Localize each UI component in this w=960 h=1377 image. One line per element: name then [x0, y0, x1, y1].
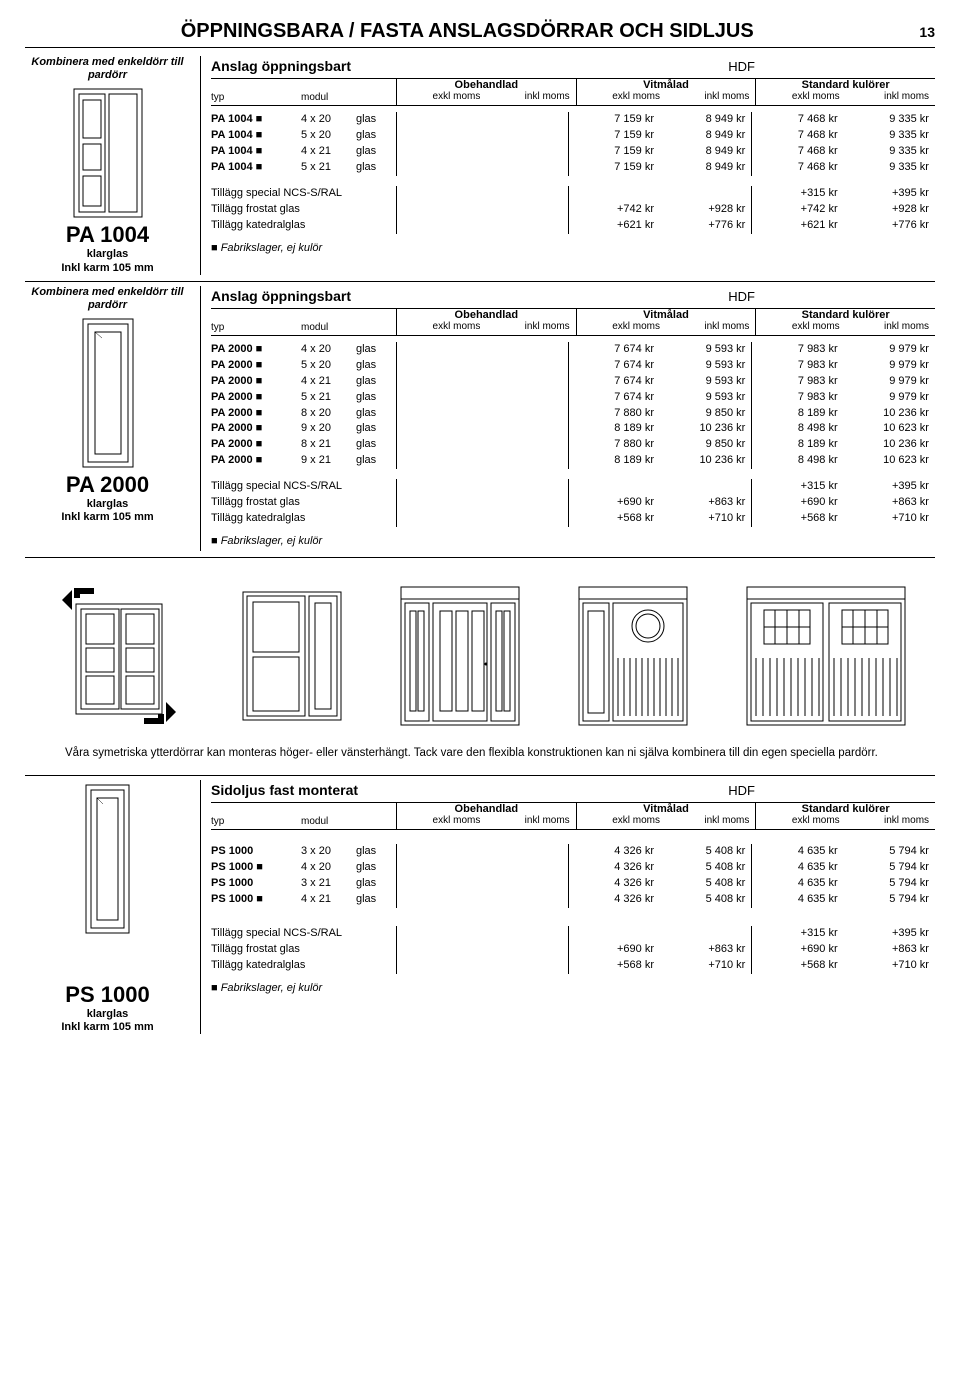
table-row: PA 2000 ■5 x 21glas7 674 kr9 593 kr7 983… — [211, 390, 935, 406]
table-row: PA 2000 ■4 x 20glas7 674 kr9 593 kr7 983… — [211, 342, 935, 358]
surcharge-row: Tillägg katedralglas+568 kr+710 kr+568 k… — [211, 511, 935, 527]
product-code: PS 1000 — [25, 982, 190, 1008]
table-row: PA 2000 ■4 x 21glas7 674 kr9 593 kr7 983… — [211, 374, 935, 390]
table-row: PA 1004 ■5 x 20glas7 159 kr8 949 kr7 468… — [211, 128, 935, 144]
product-code: PA 2000 — [25, 472, 190, 498]
hdf-label: HDF — [728, 783, 935, 802]
product-sub2: Inkl karm 105 mm — [25, 262, 190, 275]
hdf-label: HDF — [728, 59, 935, 78]
block-pa2000: Kombinera med enkeldörr till pardörr PA … — [25, 286, 935, 551]
product-sub1: klarglas — [25, 248, 190, 261]
page-number: 13 — [919, 24, 935, 40]
page-title: ÖPPNINGSBARA / FASTA ANSLAGSDÖRRAR OCH S… — [25, 20, 909, 43]
table-row: PS 1000 ■4 x 21glas4 326 kr5 408 kr4 635… — [211, 892, 935, 908]
rotate-arrows-icon — [54, 586, 184, 726]
door-variant-icon — [400, 586, 520, 726]
table-row: PA 2000 ■9 x 21glas8 189 kr10 236 kr8 49… — [211, 453, 935, 469]
door-icon-pa1004 — [73, 88, 143, 218]
surcharge-row: Tillägg special NCS-S/RAL+315 kr+395 kr — [211, 926, 935, 942]
product-sub2: Inkl karm 105 mm — [25, 1021, 190, 1034]
table-title: Anslag öppningsbart — [211, 286, 728, 308]
block-ps1000: PS 1000 klarglas Inkl karm 105 mm Sidolj… — [25, 780, 935, 1034]
surcharge-row: Tillägg special NCS-S/RAL+315 kr+395 kr — [211, 479, 935, 495]
table-row: PS 1000 ■4 x 20glas4 326 kr5 408 kr4 635… — [211, 860, 935, 876]
block-pa1004: Kombinera med enkeldörr till pardörr PA … — [25, 56, 935, 275]
product-sub1: klarglas — [25, 1008, 190, 1021]
surcharge-row: Tillägg frostat glas+742 kr+928 kr+742 k… — [211, 202, 935, 218]
surcharge-row: Tillägg katedralglas+621 kr+776 kr+621 k… — [211, 218, 935, 234]
table-row: PS 10003 x 21glas4 326 kr5 408 kr4 635 k… — [211, 876, 935, 892]
column-headers: typ modul Obehandladexkl momsinkl moms V… — [211, 309, 935, 336]
note: ■ Fabrikslager, ej kulör — [211, 234, 935, 258]
product-sub2: Inkl karm 105 mm — [25, 511, 190, 524]
door-variant-icon — [746, 586, 906, 726]
surcharge-row: Tillägg special NCS-S/RAL+315 kr+395 kr — [211, 186, 935, 202]
table-row: PA 1004 ■4 x 20glas7 159 kr8 949 kr7 468… — [211, 112, 935, 128]
table-row: PA 2000 ■5 x 20glas7 674 kr9 593 kr7 983… — [211, 358, 935, 374]
column-headers: typ modul Obehandladexkl momsinkl moms V… — [211, 803, 935, 830]
surcharge-row: Tillägg frostat glas+690 kr+863 kr+690 k… — [211, 495, 935, 511]
table-row: PS 10003 x 20glas4 326 kr5 408 kr4 635 k… — [211, 844, 935, 860]
door-gallery — [25, 576, 935, 736]
door-icon-ps1000 — [85, 784, 130, 934]
surcharge-row: Tillägg katedralglas+568 kr+710 kr+568 k… — [211, 958, 935, 974]
note: ■ Fabrikslager, ej kulör — [211, 974, 935, 998]
column-headers: typ modul Obehandladexkl momsinkl moms V… — [211, 79, 935, 106]
page-header: ÖPPNINGSBARA / FASTA ANSLAGSDÖRRAR OCH S… — [25, 20, 935, 48]
hdf-label: HDF — [728, 289, 935, 308]
table-row: PA 2000 ■8 x 21glas7 880 kr9 850 kr8 189… — [211, 437, 935, 453]
table-row: PA 2000 ■8 x 20glas7 880 kr9 850 kr8 189… — [211, 406, 935, 422]
door-icon-pa2000 — [82, 318, 134, 468]
table-title: Sidoljus fast monterat — [211, 780, 728, 802]
table-title: Anslag öppningsbart — [211, 56, 728, 78]
surcharge-row: Tillägg frostat glas+690 kr+863 kr+690 k… — [211, 942, 935, 958]
combine-text: Kombinera med enkeldörr till pardörr — [25, 286, 190, 312]
door-variant-icon — [578, 586, 688, 726]
table-row: PA 1004 ■5 x 21glas7 159 kr8 949 kr7 468… — [211, 160, 935, 176]
gallery-text: Våra symetriska ytterdörrar kan monteras… — [65, 746, 895, 761]
table-row: PA 1004 ■4 x 21glas7 159 kr8 949 kr7 468… — [211, 144, 935, 160]
product-sub1: klarglas — [25, 498, 190, 511]
note: ■ Fabrikslager, ej kulör — [211, 527, 935, 551]
door-variant-icon — [242, 591, 342, 721]
product-code: PA 1004 — [25, 222, 190, 248]
table-row: PA 2000 ■9 x 20glas8 189 kr10 236 kr8 49… — [211, 421, 935, 437]
combine-text: Kombinera med enkeldörr till pardörr — [25, 56, 190, 82]
